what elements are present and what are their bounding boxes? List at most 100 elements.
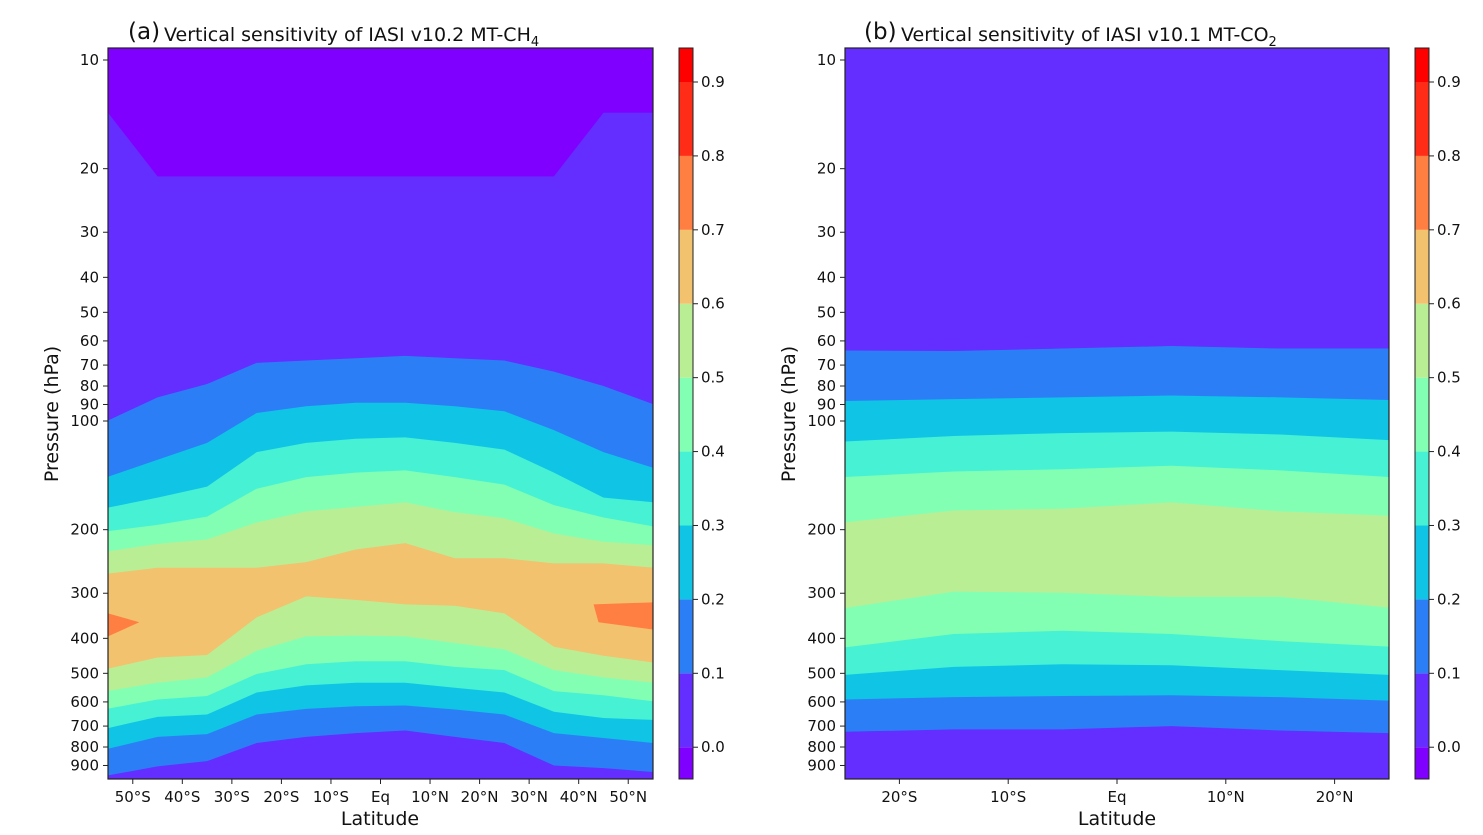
colorbar-segment-0.0-0.1 [1415,673,1429,748]
colorbar-tick-label: 0.7 [1437,221,1461,239]
colorbar-tick-label: 0.9 [701,73,725,91]
panel-a: (a) Vertical sensitivity of IASI v10.2 M… [41,19,725,830]
y-tick-label: 50 [817,303,836,321]
x-tick-label: 10°N [1207,788,1245,806]
colorbar-tick-label: 0.6 [701,295,725,313]
colorbar-tick-label: 0.0 [701,738,725,756]
panel-a-y-axis-label: Pressure (hPa) [41,346,63,482]
x-tick-label: 40°S [164,788,200,806]
y-tick-label: 60 [80,332,99,350]
colorbar-tick-label: 0.2 [701,590,725,608]
y-tick-label: 800 [70,738,99,756]
colorbar-segment-above_0.9 [1415,48,1429,82]
y-tick-label: 30 [817,223,836,241]
x-tick-label: 20°N [461,788,499,806]
panel-a-plot-area [107,47,654,780]
y-tick-label: 10 [80,51,99,69]
y-tick-label: 50 [80,303,99,321]
x-tick-label: 50°N [609,788,647,806]
panel-a-letter: (a) [128,19,160,45]
colorbar-segment-0.7-0.8 [679,155,693,230]
colorbar-segment-0.2-0.3 [679,525,693,600]
panel-b-title-main: Vertical sensitivity of IASI v10.1 MT-CO [901,24,1269,46]
x-tick-label: 40°N [560,788,598,806]
y-tick-label: 70 [817,356,836,374]
colorbar-frame [678,47,694,780]
x-tick-label: 20°S [881,788,917,806]
colorbar-segment-0.3-0.4 [679,451,693,526]
x-tick-label: 10°S [990,788,1026,806]
y-tick-label: 500 [807,664,836,682]
colorbar-segment-above_0.9 [679,48,693,82]
panel-b-letter: (b) [864,19,897,45]
panel-b-title: Vertical sensitivity of IASI v10.1 MT-CO… [901,24,1277,50]
colorbar-segment-0.5-0.6 [679,303,693,378]
y-tick-label: 40 [817,268,836,286]
colorbar-tick-label: 0.8 [701,147,725,165]
contour-field [845,48,1389,779]
x-tick-label: 50°S [115,788,151,806]
colorbar-segment-0.5-0.6 [1415,303,1429,378]
contour-band-0.6-0.7 [108,543,653,669]
colorbar-segment-0.8-0.9 [1415,82,1429,156]
colorbar-tick-label: 0.9 [1437,73,1461,91]
contour-band-0.7-0.8 [108,613,140,637]
y-tick-label: 30 [80,223,99,241]
x-tick-label: Eq [371,788,390,806]
y-tick-label: 80 [80,377,99,395]
y-tick-label: 40 [80,268,99,286]
x-tick-label: 30°N [510,788,548,806]
colorbar-segment-0.0-0.1 [679,673,693,748]
panel-b-x-axis-label: Latitude [1078,808,1156,830]
colorbar-tick-label: 0.5 [701,369,725,387]
x-tick-label: 30°S [214,788,250,806]
y-tick-label: 700 [807,717,836,735]
colorbar-segment-below_0.0 [1415,747,1429,779]
panel-a-x-axis-label: Latitude [341,808,419,830]
contour-band-0.7-0.8 [593,602,653,630]
colorbar-tick-label: 0.6 [1437,295,1461,313]
colorbar-tick-label: 0.3 [701,516,725,534]
y-tick-label: 400 [70,629,99,647]
y-tick-label: 20 [817,160,836,178]
panel-b-plot-area [844,47,1390,780]
y-tick-label: 200 [70,521,99,539]
contour-field [108,48,653,779]
colorbar-segment-0.6-0.7 [679,229,693,304]
colorbar-segment-0.7-0.8 [1415,155,1429,230]
panel-a-colorbar: 0.0 0.1 0.2 0.3 0.4 0.5 0.6 0.7 0.8 0.9 [678,47,725,780]
y-tick-label: 90 [80,395,99,413]
contour-band-0.5-0.6 [845,502,1389,609]
colorbar-segment-0.1-0.2 [679,599,693,674]
contour-band-below-0.0 [108,48,653,177]
colorbar-segment-0.3-0.4 [1415,451,1429,526]
colorbar-segment-below_0.0 [679,747,693,779]
panel-b-y-axis-label: Pressure (hPa) [778,346,800,482]
y-tick-label: 200 [807,521,836,539]
y-tick-label: 400 [807,629,836,647]
colorbar-segment-0.2-0.3 [1415,525,1429,600]
colorbar-segment-0.8-0.9 [679,82,693,156]
y-tick-label: 900 [70,756,99,774]
panel-b: (b) Vertical sensitivity of IASI v10.1 M… [778,19,1461,830]
panel-b-title-subscript: 2 [1269,35,1277,50]
colorbar-tick-label: 0.2 [1437,590,1461,608]
y-tick-label: 700 [70,717,99,735]
x-tick-label: 20°S [263,788,299,806]
y-tick-label: 900 [807,756,836,774]
y-tick-label: 800 [807,738,836,756]
panel-a-title-subscript: 4 [531,35,539,50]
colorbar-frame [1414,47,1430,780]
y-tick-label: 500 [70,664,99,682]
panel-b-x-axis: 20°S 10°S Eq 10°N 20°N [881,779,1354,806]
colorbar-tick-label: 0.5 [1437,369,1461,387]
x-tick-label: Eq [1108,788,1127,806]
x-tick-label: 10°N [411,788,449,806]
y-tick-label: 100 [70,412,99,430]
y-tick-label: 60 [817,332,836,350]
colorbar-tick-label: 0.7 [701,221,725,239]
y-tick-label: 90 [817,395,836,413]
